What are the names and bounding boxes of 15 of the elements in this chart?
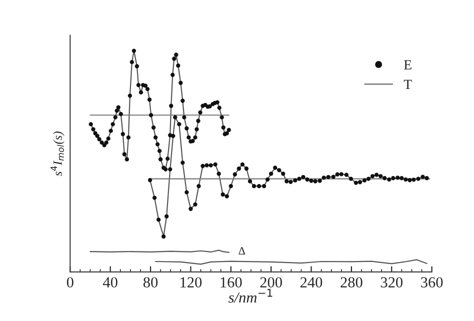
x-tick-label: 0 <box>66 277 74 288</box>
y-axis-title: s$^{4}$I$_{mol}$(s) <box>50 132 64 176</box>
x-tick-label: 280 <box>340 277 362 288</box>
annotation: Δ <box>238 247 246 254</box>
x-tick-label: 240 <box>300 277 322 288</box>
x-axis-title: s/nm$^{−1}$ <box>228 288 272 303</box>
legend-label: E <box>404 60 412 70</box>
legend-label: T <box>404 80 412 89</box>
x-tick-label: 360 <box>421 277 443 288</box>
x-tick-label: 160 <box>220 277 242 288</box>
x-tick-label: 320 <box>380 277 403 288</box>
x-tick-label: 40 <box>102 277 118 288</box>
x-tick-label: 120 <box>180 277 202 288</box>
x-tick-label: 200 <box>260 277 282 288</box>
x-tick-label: 80 <box>143 277 158 288</box>
